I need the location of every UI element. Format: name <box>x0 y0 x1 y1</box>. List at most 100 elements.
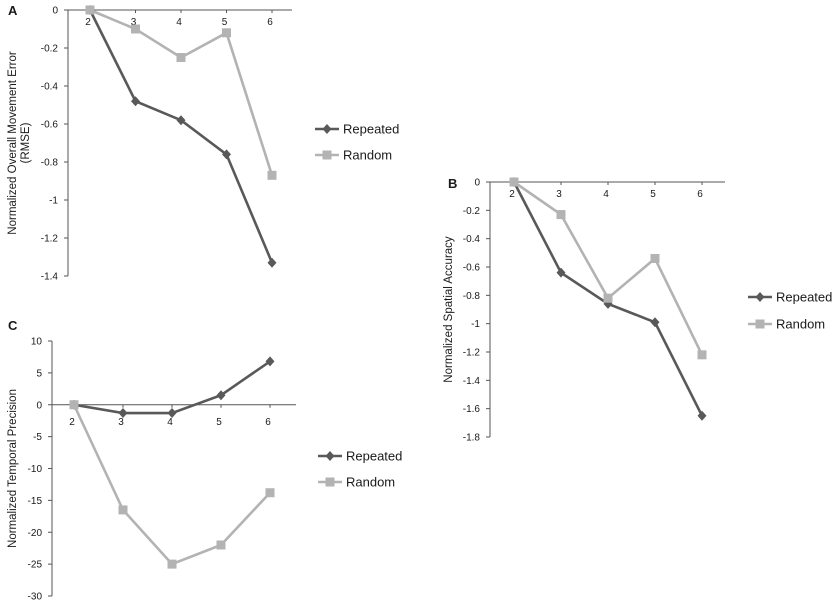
legend-marker-repeated <box>755 292 765 302</box>
data-point-random <box>556 210 566 220</box>
data-point-random <box>118 505 128 515</box>
x-tick-label: 4 <box>603 189 609 200</box>
data-point-repeated <box>650 317 660 328</box>
y-axis-label-line: Normalized Overall Movement Error <box>7 51 19 235</box>
data-point-random <box>697 350 707 360</box>
panel-letter-a: A <box>8 3 18 18</box>
data-point-repeated <box>176 115 186 126</box>
panel-b: B Normalized Spatial Accuracy 0 -0.2 -0.4 -… <box>443 176 832 444</box>
legend-marker-repeated <box>325 451 335 461</box>
data-point-random <box>85 5 95 15</box>
data-point-repeated <box>265 356 275 367</box>
panel-a: A Normalized Overall Movement Error (RMSE… <box>7 3 399 283</box>
legend-label-random: Random <box>776 317 825 332</box>
y-tick-label: 5 <box>36 368 42 379</box>
y-tick-label: -5 <box>33 432 42 443</box>
y-tick-label: -0.2 <box>41 44 59 55</box>
y-tick-label: 0 <box>36 400 42 411</box>
legend-marker-random <box>755 319 765 329</box>
data-point-repeated <box>118 408 128 419</box>
legend-label-random: Random <box>343 148 392 163</box>
data-point-repeated <box>697 410 707 421</box>
data-point-repeated <box>556 267 566 278</box>
y-tick-label: -1.4 <box>41 272 59 283</box>
marks-a <box>85 5 277 268</box>
data-point-random <box>176 53 186 62</box>
data-point-random <box>69 400 79 410</box>
series-line-random <box>89 8 274 176</box>
x-tick-label: 2 <box>85 17 91 28</box>
y-tick-label: -0.4 <box>463 234 481 245</box>
series-line-random <box>72 404 271 566</box>
y-tick-label: 0 <box>52 6 58 17</box>
y-axis-label-line: Normalized Spatial Accuracy <box>443 236 455 383</box>
x-tick-label: 3 <box>118 417 124 428</box>
legend-marker-random <box>325 477 335 487</box>
y-tick-label: -0.4 <box>41 82 59 93</box>
data-point-random <box>265 488 275 498</box>
data-point-repeated <box>222 149 231 160</box>
data-point-random <box>509 177 519 187</box>
legend-c: Repeated Random <box>318 449 402 490</box>
x-tick-label: 2 <box>509 189 515 200</box>
y-tick-label: -20 <box>28 528 43 539</box>
x-tick-label: 3 <box>131 17 137 28</box>
panel-c: C Normalized Temporal Precision 10 5 0 -5 -1… <box>7 318 402 603</box>
y-tick-label: -10 <box>28 464 43 475</box>
axes-c: 10 5 0 -5 -10 -15 -20 -25 -30 2 3 4 5 6 <box>28 337 296 603</box>
legend-label-repeated: Repeated <box>343 122 399 137</box>
data-point-random <box>267 170 277 180</box>
data-point-repeated <box>216 390 226 401</box>
x-tick-label: 4 <box>176 17 182 28</box>
x-tick-label: 5 <box>222 17 228 28</box>
y-tick-label: -1 <box>49 196 58 207</box>
y-tick-label: -1.8 <box>463 433 481 444</box>
panel-letter-c: C <box>8 318 18 333</box>
y-axis-label-a: Normalized Overall Movement Error (RMSE) <box>7 51 32 235</box>
y-tick-label: 0 <box>474 178 480 189</box>
data-point-random <box>603 293 613 303</box>
x-tick-label: 6 <box>267 17 273 28</box>
y-axis-label-line: Normalized Temporal Precision <box>7 389 19 548</box>
marks-b <box>509 177 707 421</box>
data-point-repeated <box>167 408 177 419</box>
axes-b: 0 -0.2 -0.4 -0.6 -0.8 -1 -1.2 -1.4 -1.6 -1.8 2 3 4 5 6 <box>463 178 725 444</box>
data-point-random <box>167 559 177 569</box>
x-tick-label: 5 <box>216 417 222 428</box>
marks-c <box>69 356 275 569</box>
y-tick-label: -15 <box>28 496 43 507</box>
data-point-repeated <box>131 96 140 107</box>
y-tick-label: 10 <box>31 337 43 348</box>
legend-label-random: Random <box>346 475 395 490</box>
y-tick-label: -1 <box>471 319 480 330</box>
series-line-repeated <box>88 9 274 264</box>
y-tick-label: -0.8 <box>463 291 481 302</box>
legend-b: Repeated Random <box>748 290 832 332</box>
y-tick-label: -30 <box>28 592 43 603</box>
y-tick-label: -0.2 <box>463 206 481 217</box>
legend-marker-random <box>322 150 332 160</box>
y-tick-label: -1.2 <box>463 348 481 359</box>
legend-a: Repeated Random <box>315 122 399 163</box>
y-tick-label: -1.4 <box>463 376 481 387</box>
y-tick-label: -25 <box>28 560 43 571</box>
x-tick-label: 3 <box>556 189 562 200</box>
series-line-random <box>513 180 704 356</box>
x-tick-label: 5 <box>650 189 656 200</box>
x-tick-label: 4 <box>167 417 173 428</box>
panel-letter-b: B <box>448 176 457 191</box>
y-tick-label: -0.6 <box>463 263 481 274</box>
data-point-random <box>222 28 231 38</box>
x-tick-label: 2 <box>69 417 75 428</box>
y-tick-label: -0.8 <box>41 158 59 169</box>
y-tick-label: -0.6 <box>41 120 59 131</box>
x-tick-label: 6 <box>265 417 271 428</box>
y-axis-label-b: Normalized Spatial Accuracy <box>443 236 455 383</box>
y-tick-label: -1.6 <box>463 404 481 415</box>
data-point-random <box>131 24 140 34</box>
x-tick-label: 6 <box>697 189 703 200</box>
data-point-random <box>216 540 226 550</box>
y-tick-label: -1.2 <box>41 234 59 245</box>
axes-a: 0 -0.2 -0.4 -0.6 -0.8 -1 -1.2 -1.4 2 3 4 5 6 <box>41 6 292 283</box>
